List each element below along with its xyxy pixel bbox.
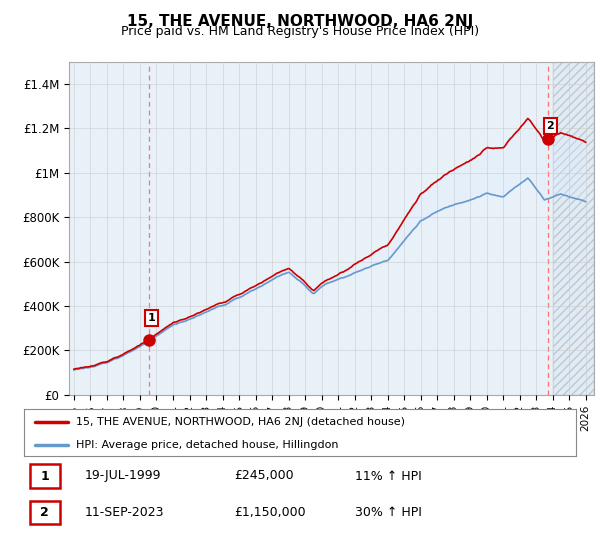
Text: 11-SEP-2023: 11-SEP-2023: [85, 506, 164, 519]
Text: 15, THE AVENUE, NORTHWOOD, HA6 2NJ: 15, THE AVENUE, NORTHWOOD, HA6 2NJ: [127, 14, 473, 29]
Text: 30% ↑ HPI: 30% ↑ HPI: [355, 506, 422, 519]
FancyBboxPatch shape: [29, 501, 60, 524]
Text: 19-JUL-1999: 19-JUL-1999: [85, 469, 161, 483]
Text: 2: 2: [547, 121, 554, 131]
Text: 1: 1: [148, 313, 155, 323]
Text: 15, THE AVENUE, NORTHWOOD, HA6 2NJ (detached house): 15, THE AVENUE, NORTHWOOD, HA6 2NJ (deta…: [76, 417, 406, 427]
Text: 11% ↑ HPI: 11% ↑ HPI: [355, 469, 422, 483]
Bar: [553, 62, 594, 395]
Text: HPI: Average price, detached house, Hillingdon: HPI: Average price, detached house, Hill…: [76, 440, 339, 450]
Text: £245,000: £245,000: [234, 469, 293, 483]
Text: £1,150,000: £1,150,000: [234, 506, 305, 519]
Text: 1: 1: [40, 469, 49, 483]
Text: 2: 2: [40, 506, 49, 519]
FancyBboxPatch shape: [29, 464, 60, 488]
Text: Price paid vs. HM Land Registry's House Price Index (HPI): Price paid vs. HM Land Registry's House …: [121, 25, 479, 38]
